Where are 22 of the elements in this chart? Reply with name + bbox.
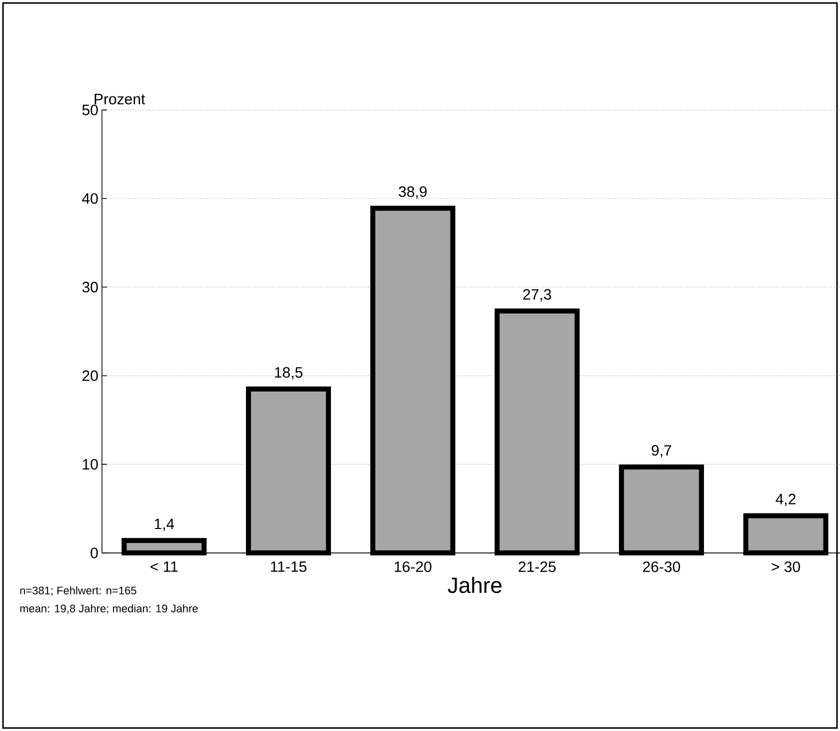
x-tick-label: 21-25: [518, 561, 556, 572]
y-tick-label: 50: [82, 104, 98, 116]
y-tick-label: 40: [82, 193, 98, 204]
y-tick-label: 10: [82, 459, 98, 470]
x-tick-label: < 11: [150, 561, 178, 572]
text: mean: 19,8 Jahre; median: 19 Jahre: [20, 604, 198, 614]
y-tick-label: 20: [82, 370, 98, 382]
x-tick-label: 26-30: [643, 561, 680, 572]
y-axis-title: Prozent: [94, 94, 146, 104]
data-label: 38,9: [398, 186, 427, 199]
x-tick-label: 11-15: [270, 561, 306, 572]
data-label: 18,5: [275, 367, 302, 380]
data-label: 4,2: [776, 494, 796, 506]
data-label: 27,3: [523, 289, 552, 302]
x-tick-label: 16-20: [394, 561, 432, 572]
y-tick-label: 0: [90, 548, 98, 558]
data-label: 9,7: [652, 445, 672, 458]
text: n=381; Fehlwert: n=165: [20, 586, 136, 596]
y-tick-label: 30: [82, 282, 98, 292]
data-label: 1,4: [154, 518, 174, 531]
x-tick-label: > 30: [772, 561, 800, 572]
x-axis-title: Jahre: [448, 576, 502, 594]
